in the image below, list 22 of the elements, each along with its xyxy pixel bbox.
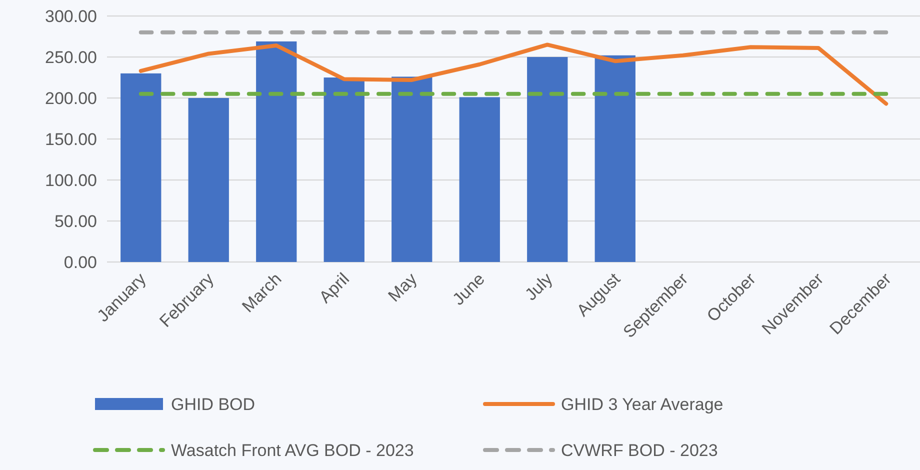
y-tick-label: 150.00 bbox=[45, 130, 97, 149]
x-tick-label: July bbox=[521, 269, 557, 304]
y-tick-label: 250.00 bbox=[45, 48, 97, 67]
bar bbox=[188, 98, 229, 262]
bar bbox=[594, 55, 636, 262]
bar bbox=[256, 41, 297, 262]
bar bbox=[527, 57, 568, 262]
bar bbox=[459, 97, 500, 262]
y-tick-label: 0.00 bbox=[64, 252, 97, 272]
legend-label: GHID 3 Year Average bbox=[561, 394, 724, 414]
x-tick-label: May bbox=[384, 269, 422, 306]
line-series bbox=[138, 42, 888, 106]
y-tick-label: 300.00 bbox=[45, 6, 97, 26]
legend-label: GHID BOD bbox=[171, 394, 256, 414]
bar bbox=[324, 78, 364, 262]
y-tick-label: 200.00 bbox=[45, 88, 97, 108]
y-tick-label: 100.00 bbox=[45, 170, 97, 190]
y-tick-label: 50.00 bbox=[54, 212, 97, 231]
bar bbox=[120, 73, 162, 262]
legend-label: CVWRF BOD - 2023 bbox=[561, 440, 718, 460]
bar bbox=[392, 76, 432, 262]
legend-label: Wasatch Front AVG BOD - 2023 bbox=[171, 440, 414, 460]
